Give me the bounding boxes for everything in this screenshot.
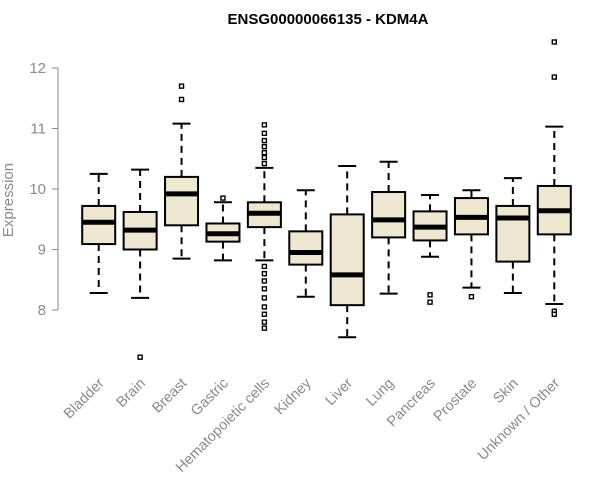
x-tick-label: Brain [114, 376, 149, 411]
outlier-point [468, 293, 475, 300]
outlier-point [427, 292, 433, 298]
y-tick-label: 9 [38, 242, 46, 259]
outlier-point [261, 286, 268, 292]
x-tick-label: Prostate [431, 376, 480, 425]
outlier-point [261, 154, 268, 161]
outlier-point [261, 143, 268, 150]
y-tick-label: 12 [29, 60, 46, 77]
chart-title: ENSG00000066135 - KDM4A [228, 11, 429, 28]
outlier-point [427, 299, 433, 305]
x-tick-label: Lung [363, 376, 397, 410]
x-tick-label: Liver [322, 375, 356, 409]
outlier-point [261, 319, 268, 325]
outlier-point [261, 311, 268, 317]
y-tick-label: 11 [30, 121, 46, 138]
outlier-point [551, 311, 557, 317]
outlier-point [261, 271, 268, 277]
outlier-point [261, 263, 268, 270]
outlier-point [178, 83, 185, 89]
box-iqr [495, 204, 531, 263]
outlier-point [261, 137, 268, 144]
outlier-point [261, 122, 268, 128]
box-iqr [329, 213, 365, 307]
x-tick-label: Breast [149, 376, 190, 417]
outlier-point [220, 195, 226, 201]
outlier-point [261, 304, 268, 310]
outlier-point [261, 278, 268, 284]
outlier-point [261, 295, 268, 301]
y-axis-label: Expression [0, 163, 17, 237]
outlier-point [137, 354, 143, 360]
outlier-point [551, 39, 557, 45]
x-tick-label: Skin [490, 376, 521, 407]
box-iqr [81, 204, 117, 246]
outlier-point [261, 160, 268, 167]
y-tick-label: 10 [29, 181, 46, 198]
y-tick-label: 8 [38, 302, 46, 319]
box-iqr [371, 191, 407, 239]
outlier-point [261, 325, 268, 331]
outlier-point [261, 149, 268, 156]
box-iqr [288, 230, 324, 266]
outlier-point [178, 96, 185, 103]
outlier-point [551, 74, 557, 80]
box-iqr [164, 175, 200, 227]
x-tick-label: Bladder [61, 375, 108, 422]
outlier-point [261, 130, 268, 137]
x-tick-label: Kidney [272, 375, 315, 418]
